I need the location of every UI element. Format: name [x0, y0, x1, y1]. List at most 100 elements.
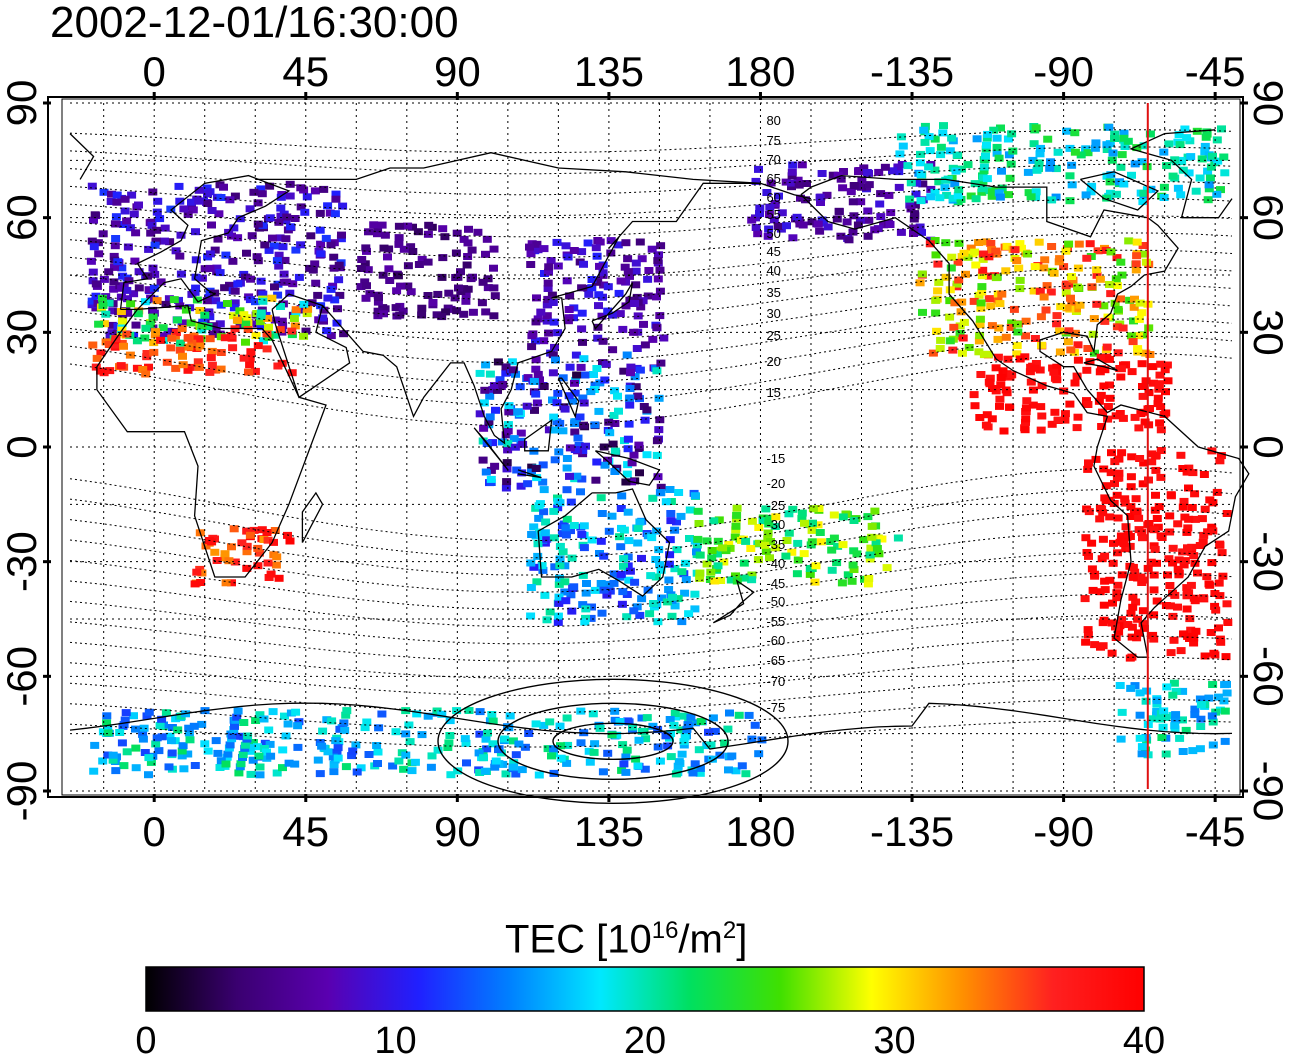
tec-cell: [610, 468, 620, 475]
tec-cell: [910, 201, 920, 209]
tec-cell: [468, 308, 478, 316]
tec-cell: [155, 722, 165, 729]
tec-cell: [1168, 172, 1178, 180]
tec-cell: [562, 464, 572, 472]
tec-cell: [1131, 495, 1141, 503]
tec-cell: [910, 210, 920, 218]
tec-cell: [1185, 615, 1195, 623]
tec-cell: [130, 257, 140, 265]
tec-cell: [930, 188, 940, 196]
coastline: [517, 469, 542, 479]
tec-cell: [313, 291, 323, 299]
tec-cell: [594, 302, 603, 310]
tec-cell: [178, 361, 188, 369]
tec-cell: [360, 724, 370, 732]
tec-cell: [1204, 580, 1214, 588]
tec-cell: [362, 282, 371, 290]
tec-cell: [265, 182, 275, 190]
tec-cell: [613, 392, 622, 400]
coastline: [69, 129, 1233, 219]
tec-cell: [797, 515, 807, 522]
tec-cell: [252, 253, 262, 261]
tec-cell: [1195, 542, 1205, 549]
tec-cell: [87, 297, 97, 305]
bottom-tick-label: -45: [1185, 808, 1246, 855]
tec-cell: [1083, 631, 1093, 639]
tec-cell: [539, 383, 549, 390]
tec-cell: [639, 320, 648, 328]
tec-cell: [189, 722, 199, 730]
tec-cell: [964, 344, 974, 351]
tec-cell: [713, 550, 722, 558]
tec-cell: [1190, 559, 1200, 567]
tec-cell: [1088, 586, 1098, 594]
tec-cell: [167, 334, 177, 342]
tec-cell: [951, 167, 961, 175]
tec-cell: [1104, 355, 1114, 363]
tec-cell: [405, 738, 415, 746]
tec-cell: [1215, 592, 1225, 600]
tec-cell: [912, 179, 922, 187]
tec-cell: [966, 244, 976, 252]
tec-cell: [144, 245, 154, 253]
tec-cell: [412, 710, 422, 718]
tec-cell: [784, 510, 794, 518]
tec-cell: [549, 745, 559, 753]
tec-cell: [1204, 694, 1214, 702]
tec-cell: [710, 577, 720, 585]
tec-cell: [394, 757, 404, 765]
tec-cell: [632, 603, 642, 611]
tec-cell: [1087, 283, 1097, 291]
tec-cell: [1196, 701, 1206, 709]
tec-cell: [205, 368, 215, 376]
tec-cell: [1165, 512, 1175, 520]
tec-cell: [992, 143, 1002, 151]
tec-cell: [1197, 515, 1207, 523]
tec-cell: [641, 735, 651, 743]
tec-cell: [1119, 180, 1129, 188]
tec-cell: [1134, 332, 1144, 340]
right-tick-mark: [1240, 560, 1248, 564]
tec-cell: [403, 262, 413, 270]
tec-cell: [446, 305, 456, 313]
tec-cell: [1176, 451, 1186, 459]
tec-cell: [1161, 750, 1171, 758]
tec-cell: [888, 167, 897, 175]
bottom-tick-mark: [304, 794, 308, 802]
tec-cell: [1095, 275, 1105, 283]
tec-cell: [167, 737, 176, 745]
tec-cell: [864, 181, 874, 189]
tec-cell: [1138, 242, 1148, 249]
contour-label: 35: [766, 285, 780, 300]
tec-cell: [654, 426, 664, 434]
tec-cell: [479, 754, 488, 762]
tec-cell: [652, 451, 662, 459]
tec-cell: [829, 511, 839, 519]
tec-cell: [147, 221, 157, 229]
tec-cell: [1030, 364, 1040, 372]
tec-cell: [718, 544, 728, 552]
tec-cell: [1127, 453, 1137, 461]
tec-cell: [1072, 372, 1082, 380]
tec-cell: [342, 707, 352, 715]
tec-cell: [1216, 186, 1225, 194]
tec-cell: [931, 296, 941, 304]
tec-cell: [664, 576, 674, 584]
tec-cell: [549, 318, 559, 326]
left-tick-label: -90: [0, 761, 45, 822]
tec-cell: [482, 745, 492, 753]
tec-cell: [569, 304, 579, 312]
tec-cell: [1039, 293, 1049, 301]
contour-label: 50: [766, 226, 780, 241]
tec-cell: [1029, 140, 1039, 148]
tec-cell: [560, 578, 570, 586]
tec-cell: [1023, 168, 1033, 176]
tec-cell: [484, 418, 494, 426]
tec-cell: [612, 731, 622, 739]
tec-cell: [1149, 611, 1159, 619]
tec-cell: [848, 561, 858, 569]
tec-cell: [621, 302, 631, 310]
tec-cell: [315, 226, 325, 234]
tec-cell: [694, 520, 704, 527]
tec-cell: [1133, 615, 1143, 623]
